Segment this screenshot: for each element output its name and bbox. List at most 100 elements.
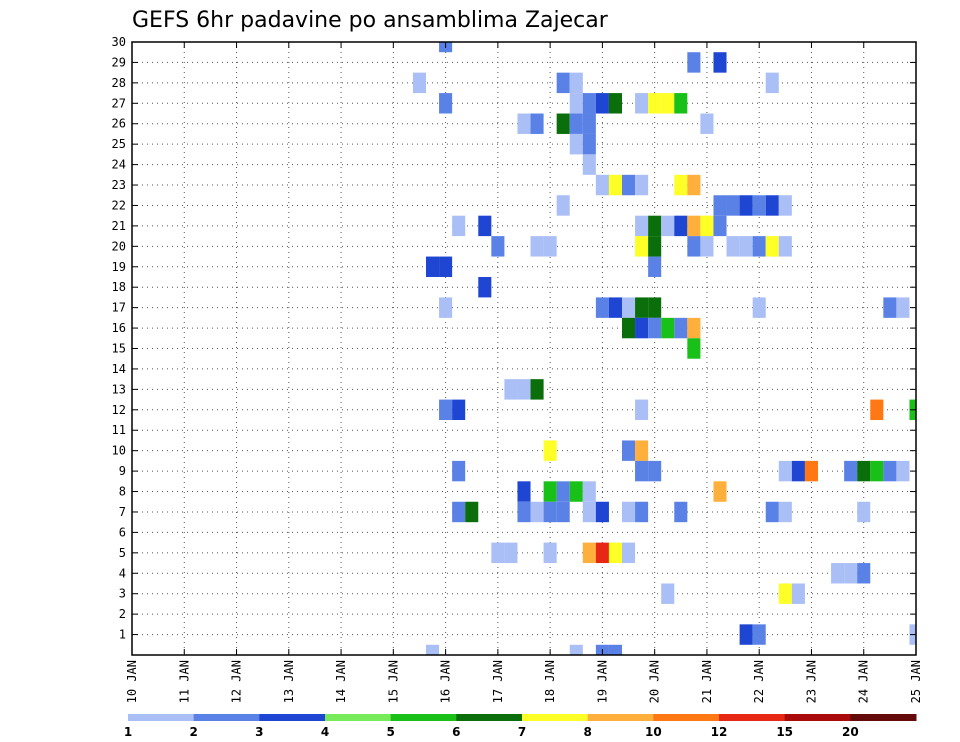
heatmap-cell bbox=[595, 93, 609, 114]
heatmap-cell bbox=[765, 236, 779, 257]
heatmap-cell bbox=[504, 542, 518, 564]
y-axis-ticks: 1234567891011121314151617181920212223242… bbox=[112, 35, 916, 642]
y-tick-label: 14 bbox=[112, 362, 126, 376]
colorbar-swatch bbox=[653, 714, 720, 721]
heatmap-cell bbox=[687, 174, 701, 196]
heatmap-cell bbox=[896, 460, 910, 482]
y-tick-label: 6 bbox=[119, 525, 126, 539]
heatmap-cell bbox=[648, 317, 662, 339]
heatmap-cell bbox=[661, 93, 675, 114]
x-tick-label: 23 JAN bbox=[804, 660, 818, 703]
y-tick-label: 12 bbox=[112, 403, 126, 417]
heatmap-cell bbox=[556, 501, 570, 523]
heatmap-cell bbox=[648, 297, 662, 318]
heatmap-cell bbox=[778, 236, 792, 257]
y-tick-label: 15 bbox=[112, 342, 126, 356]
heatmap-cell bbox=[582, 542, 596, 564]
colorbar-swatch bbox=[128, 714, 195, 721]
heatmap-cell bbox=[622, 440, 636, 461]
x-tick-label: 21 JAN bbox=[700, 660, 714, 703]
heatmap-cell bbox=[687, 338, 701, 359]
y-tick-label: 27 bbox=[112, 96, 126, 110]
colorbar-label: 7 bbox=[518, 725, 526, 739]
heatmap-cell bbox=[674, 93, 688, 114]
heatmap-cells bbox=[412, 42, 916, 655]
heatmap-cell bbox=[752, 236, 766, 257]
heatmap-cell bbox=[569, 133, 583, 155]
heatmap-cell bbox=[608, 542, 622, 564]
heatmap-cell bbox=[556, 481, 570, 502]
x-tick-label: 13 JAN bbox=[282, 660, 296, 703]
y-tick-label: 23 bbox=[112, 178, 126, 192]
colorbar-label: 12 bbox=[711, 725, 728, 739]
heatmap-cell bbox=[713, 52, 727, 73]
heatmap-cell bbox=[713, 481, 727, 502]
heatmap-cell bbox=[582, 133, 596, 155]
heatmap-cell bbox=[687, 215, 701, 237]
heatmap-cell bbox=[778, 501, 792, 523]
heatmap-cell bbox=[556, 72, 570, 94]
heatmap-cell bbox=[595, 501, 609, 523]
heatmap-cell bbox=[635, 399, 649, 421]
colorbar-swatch bbox=[456, 714, 523, 721]
colorbar-swatch bbox=[390, 714, 457, 721]
colorbar-swatch bbox=[587, 714, 654, 721]
heatmap-cell bbox=[569, 644, 583, 655]
heatmap-cell bbox=[752, 195, 766, 216]
y-tick-label: 9 bbox=[119, 464, 126, 478]
colorbar-swatch bbox=[259, 714, 326, 721]
heatmap-cell bbox=[517, 113, 531, 134]
heatmap-cell bbox=[622, 501, 636, 523]
y-tick-label: 30 bbox=[112, 35, 126, 49]
y-tick-label: 1 bbox=[119, 628, 126, 642]
heatmap-cell bbox=[635, 236, 649, 257]
x-tick-label: 25 JAN bbox=[909, 660, 923, 703]
y-tick-label: 17 bbox=[112, 301, 126, 315]
heatmap-cell bbox=[556, 195, 570, 216]
heatmap-cell bbox=[439, 399, 453, 421]
colorbar-swatch bbox=[325, 714, 392, 721]
y-tick-label: 3 bbox=[119, 587, 126, 601]
heatmap-cell bbox=[517, 501, 531, 523]
heatmap-cell bbox=[648, 215, 662, 237]
heatmap-cell bbox=[426, 644, 440, 655]
heatmap-cell bbox=[791, 460, 805, 482]
x-tick-label: 19 JAN bbox=[595, 660, 609, 703]
x-tick-label: 20 JAN bbox=[648, 660, 662, 703]
colorbar-label: 6 bbox=[452, 725, 460, 739]
heatmap-cell bbox=[622, 174, 636, 196]
x-tick-label: 24 JAN bbox=[857, 660, 871, 703]
heatmap-cell bbox=[530, 236, 544, 257]
colorbar-label: 8 bbox=[583, 725, 591, 739]
colorbar-label: 5 bbox=[386, 725, 394, 739]
heatmap-cell bbox=[491, 236, 505, 257]
heatmap-cell bbox=[687, 236, 701, 257]
heatmap-cell bbox=[661, 583, 675, 604]
y-tick-label: 18 bbox=[112, 280, 126, 294]
colorbar-swatch bbox=[522, 714, 589, 721]
y-tick-label: 28 bbox=[112, 76, 126, 90]
x-tick-label: 11 JAN bbox=[177, 660, 191, 703]
heatmap-cell bbox=[857, 460, 871, 482]
heatmap-cell bbox=[635, 297, 649, 318]
heatmap-cell bbox=[517, 481, 531, 502]
heatmap-cell bbox=[648, 256, 662, 277]
heatmap-cell bbox=[831, 563, 845, 584]
heatmap-cell bbox=[713, 195, 727, 216]
heatmap-cell bbox=[883, 297, 897, 318]
heatmap-cell bbox=[700, 113, 714, 134]
x-tick-label: 18 JAN bbox=[543, 660, 557, 703]
heatmap-cell bbox=[622, 542, 636, 564]
colorbar-swatch bbox=[719, 714, 786, 721]
colorbar-label: 15 bbox=[776, 725, 793, 739]
x-tick-label: 14 JAN bbox=[334, 660, 348, 703]
y-tick-label: 24 bbox=[112, 158, 126, 172]
heatmap-cell bbox=[726, 195, 740, 216]
y-tick-label: 22 bbox=[112, 198, 126, 212]
heatmap-cell bbox=[608, 174, 622, 196]
heatmap-cell bbox=[556, 113, 570, 134]
heatmap-cell bbox=[778, 583, 792, 604]
heatmap-cell bbox=[648, 460, 662, 482]
heatmap-cell bbox=[582, 501, 596, 523]
heatmap-cell bbox=[648, 236, 662, 257]
